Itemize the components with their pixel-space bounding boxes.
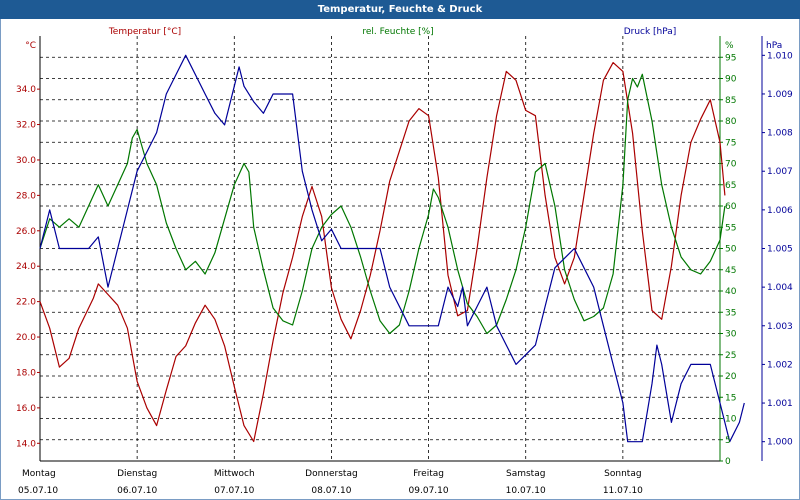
x-tick-day: Sonntag xyxy=(604,469,641,479)
series-layer xyxy=(39,54,745,443)
temperature-tick-label: 34.0 xyxy=(16,85,36,95)
pressure-tick-label: 1.007 xyxy=(767,167,793,177)
pressure-tick-label: 1.003 xyxy=(767,322,793,332)
humidity-tick-label: 65 xyxy=(725,181,736,191)
x-tick-date: 09.07.10 xyxy=(409,486,449,496)
humidity-axis-title: rel. Feuchte [%] xyxy=(362,27,433,37)
pressure-tick-label: 1.006 xyxy=(767,206,793,216)
temperature-tick-label: 32.0 xyxy=(16,121,36,131)
pressure-tick-label: 1.009 xyxy=(767,90,793,100)
temperature-tick-label: 18.0 xyxy=(16,368,36,378)
temperature-tick-label: 20.0 xyxy=(16,333,36,343)
humidity-tick-label: 70 xyxy=(725,160,737,170)
temperature-tick-label: 22.0 xyxy=(16,298,36,308)
humidity-tick-label: 75 xyxy=(725,138,736,148)
pressure-tick-label: 1.002 xyxy=(767,360,793,370)
pressure-axis-title: Druck [hPa] xyxy=(624,27,677,37)
x-tick-date: 11.07.10 xyxy=(603,486,643,496)
humidity-tick-label: 30 xyxy=(725,330,737,340)
pressure-unit-label: hPa xyxy=(766,41,782,51)
x-tick-day: Samstag xyxy=(506,469,545,479)
temperature-tick-label: 16.0 xyxy=(16,404,36,414)
x-tick-day: Dienstag xyxy=(117,469,157,479)
x-tick-date: 08.07.10 xyxy=(311,486,351,496)
humidity-tick-label: 10 xyxy=(725,415,737,425)
humidity-tick-label: 15 xyxy=(725,393,736,403)
x-tick-day: Freitag xyxy=(413,469,444,479)
humidity-tick-label: 85 xyxy=(725,96,736,106)
humidity-tick-label: 40 xyxy=(725,287,737,297)
pressure-tick-label: 1.004 xyxy=(767,283,793,293)
chart-title: Temperatur, Feuchte & Druck xyxy=(0,0,800,19)
x-tick-day: Donnerstag xyxy=(305,469,358,479)
humidity-tick-label: 80 xyxy=(725,117,737,127)
grid-lines xyxy=(40,36,720,461)
x-tick-day: Mittwoch xyxy=(214,469,255,479)
temperature-tick-label: 28.0 xyxy=(16,191,36,201)
pressure-tick-label: 1.005 xyxy=(767,245,793,255)
humidity-tick-label: 35 xyxy=(725,308,736,318)
axis-lines xyxy=(37,36,765,462)
humidity-tick-label: 45 xyxy=(725,266,736,276)
humidity-tick-label: 25 xyxy=(725,351,736,361)
temperature-axis-title: Temperatur [°C] xyxy=(108,27,181,37)
series-line-humidity xyxy=(39,73,726,335)
humidity-tick-label: 20 xyxy=(725,372,737,382)
pressure-tick-label: 1.008 xyxy=(767,129,793,139)
x-tick-date: 10.07.10 xyxy=(506,486,546,496)
pressure-tick-label: 1.001 xyxy=(767,399,793,409)
series-line-temperature xyxy=(39,61,726,443)
temperature-tick-label: 26.0 xyxy=(16,227,36,237)
humidity-tick-label: 50 xyxy=(725,245,737,255)
temperature-tick-label: 30.0 xyxy=(16,156,36,166)
x-tick-day: Montag xyxy=(22,469,56,479)
humidity-tick-label: 55 xyxy=(725,223,736,233)
temperature-unit-label: °C xyxy=(25,41,36,51)
x-tick-date: 05.07.10 xyxy=(18,486,58,496)
humidity-unit-label: % xyxy=(725,41,734,51)
humidity-tick-label: 90 xyxy=(725,75,737,85)
humidity-tick-label: 5 xyxy=(725,436,731,446)
x-tick-date: 07.07.10 xyxy=(214,486,254,496)
series-line-pressure xyxy=(39,54,745,443)
humidity-tick-label: 0 xyxy=(725,457,731,467)
humidity-tick-label: 60 xyxy=(725,202,737,212)
temperature-tick-label: 14.0 xyxy=(16,439,36,449)
pressure-tick-label: 1.010 xyxy=(767,51,793,61)
temperature-tick-label: 24.0 xyxy=(16,262,36,272)
pressure-tick-label: 1.000 xyxy=(767,438,793,448)
x-tick-date: 06.07.10 xyxy=(117,486,157,496)
labels-layer: °C Temperatur [°C] rel. Feuchte [%] Druck [… xyxy=(16,27,793,496)
humidity-tick-label: 95 xyxy=(725,53,736,63)
